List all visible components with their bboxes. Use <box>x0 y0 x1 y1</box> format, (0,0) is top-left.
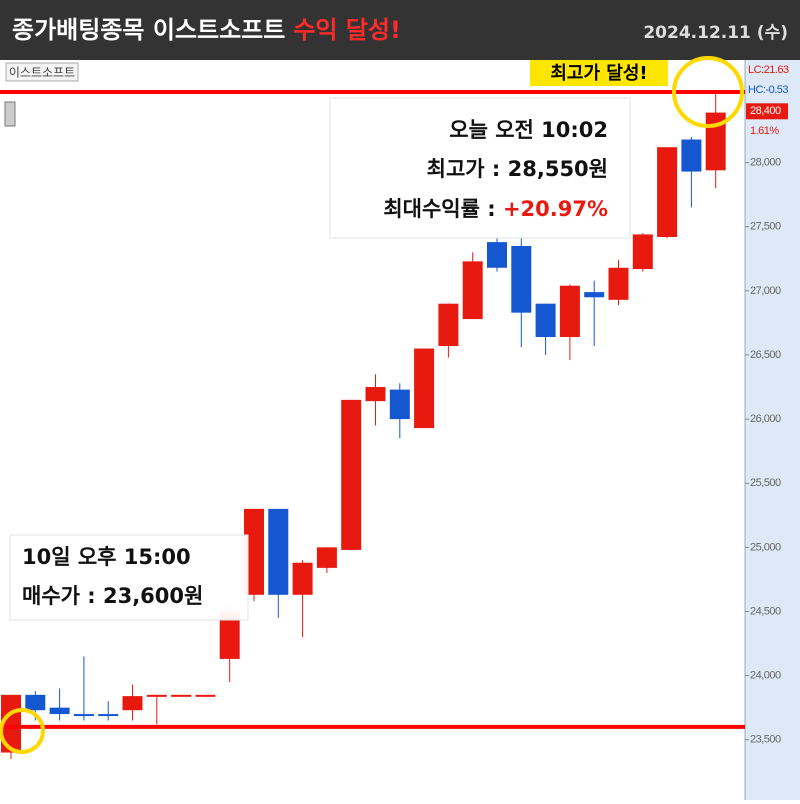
candle-body <box>122 696 143 711</box>
candle-body <box>657 147 678 237</box>
highlight-circle <box>672 56 744 128</box>
candle-body <box>219 611 240 659</box>
y-tick-label: 24,000 <box>750 670 781 682</box>
y-tick-label: 28,000 <box>750 157 781 169</box>
candle-body <box>535 303 556 338</box>
candle-body <box>73 714 94 717</box>
hc-label: HC:-0.53 <box>748 84 788 96</box>
candle-body <box>487 242 507 268</box>
title-main: 종가배팅종목 이스트소프트 <box>12 16 285 44</box>
candle-body <box>316 547 337 568</box>
candle-body <box>292 562 313 595</box>
title-highlight: 수익 달성! <box>293 16 401 44</box>
today-high: 최고가 : 28,550원 <box>427 157 608 181</box>
legend-box <box>5 62 79 82</box>
highlight-circle <box>0 708 45 754</box>
y-tick-label: 27,500 <box>750 221 781 233</box>
today-time: 오늘 오전 10:02 <box>449 118 608 142</box>
plot: 23,500 24,000 24,500 25,000 25,500 26,000 26,5… <box>0 64 790 759</box>
candle-body <box>49 707 70 715</box>
y-tick-label: 24,500 <box>750 605 781 617</box>
candle-body <box>584 292 605 298</box>
high-note: 최고가 달성! <box>550 63 647 84</box>
candle-body <box>389 389 410 420</box>
candle-body <box>438 303 459 346</box>
y-tick-label: 26,000 <box>750 413 781 425</box>
y-tick-label: 27,000 <box>750 285 781 297</box>
candle-body <box>195 694 216 697</box>
buy-time: 10일 오후 15:00 <box>22 545 191 569</box>
lc-label: LC:21.63 <box>748 64 789 76</box>
legend-label: 이스트소프트 <box>9 66 75 80</box>
axis-panel <box>745 60 800 800</box>
y-tick-label: 25,000 <box>750 541 781 553</box>
change-label: 1.61% <box>750 125 779 137</box>
note-bg <box>530 60 668 86</box>
header <box>0 0 800 60</box>
candle-body <box>462 261 483 320</box>
y-tick-label: 25,500 <box>750 477 781 489</box>
candle-body <box>146 694 167 697</box>
candle-body <box>244 508 264 595</box>
candle-body <box>632 234 653 270</box>
tool-icon <box>4 101 16 127</box>
today-return: 최대수익률 : +20.97% <box>383 197 608 221</box>
candle-body <box>98 714 119 717</box>
today-box <box>329 97 631 239</box>
candle-body <box>414 348 435 429</box>
buy-box <box>9 534 249 621</box>
candle-body <box>171 694 192 697</box>
candle-body <box>268 508 289 595</box>
candle-body <box>511 245 532 313</box>
return-value: +20.97% <box>503 197 608 221</box>
candle-body <box>608 267 629 300</box>
candle-body <box>25 694 46 711</box>
price-marker-label: 28,400 <box>750 105 781 117</box>
candle-body <box>559 285 580 338</box>
title: 종가배팅종목 이스트소프트 수익 달성! <box>12 16 401 44</box>
candle-body <box>365 387 386 402</box>
buy-price: 매수가 : 23,600원 <box>22 584 203 608</box>
y-tick-label: 26,500 <box>750 349 781 361</box>
return-label: 최대수익률 : <box>383 197 503 221</box>
candle-body <box>341 399 362 550</box>
price-marker <box>746 103 788 120</box>
candle-body <box>681 139 702 172</box>
y-tick-label: 23,500 <box>750 734 781 746</box>
date: 2024.12.11 (수) <box>643 23 788 43</box>
